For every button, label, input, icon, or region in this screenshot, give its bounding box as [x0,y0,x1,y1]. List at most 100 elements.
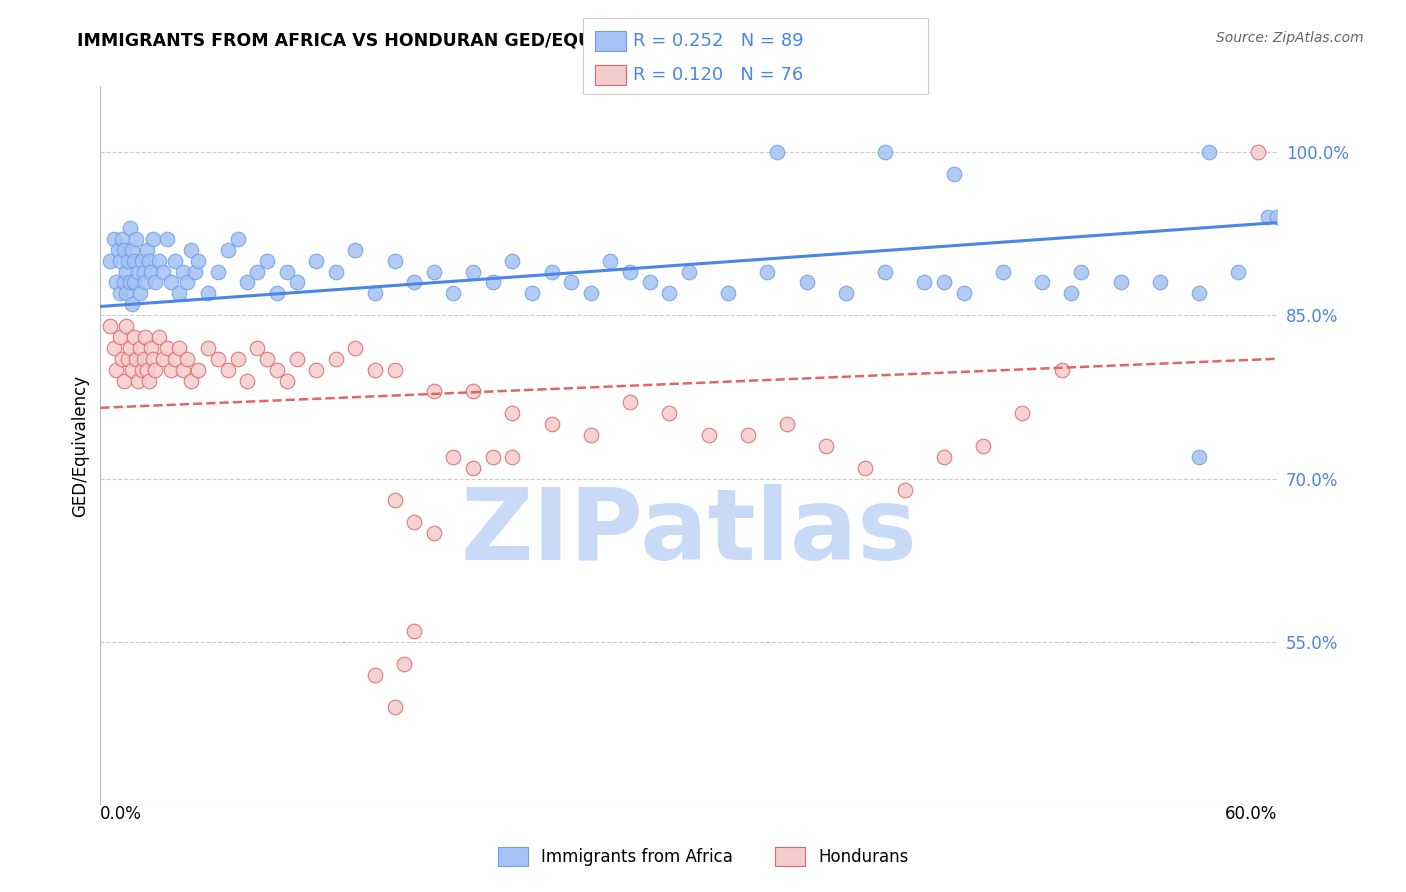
Point [443,286,465,301]
Point [461,264,484,278]
Point [148,330,170,344]
Point [207,264,229,278]
Point [1188,286,1211,301]
Point [1227,264,1250,278]
Point [756,264,779,278]
Point [152,351,174,366]
Point [176,351,198,366]
Point [141,264,163,278]
Point [136,362,159,376]
Point [143,276,166,290]
Point [276,374,298,388]
Point [540,417,562,431]
Point [344,243,367,257]
Point [776,417,799,431]
Point [183,264,205,278]
Point [236,276,259,290]
Point [131,253,153,268]
Point [285,351,308,366]
Point [176,276,198,290]
Point [112,243,135,257]
Point [108,286,131,301]
Point [108,330,131,344]
Point [325,351,347,366]
Point [98,253,121,268]
Point [579,286,602,301]
Point [172,362,194,376]
Point [404,515,426,529]
Point [384,493,406,508]
Y-axis label: GED/Equivalency: GED/Equivalency [72,375,89,517]
Point [103,341,125,355]
Point [384,253,406,268]
Point [112,276,135,290]
Point [266,286,288,301]
Point [599,253,621,268]
Point [423,264,446,278]
Point [1149,276,1171,290]
Point [217,243,239,257]
Point [835,286,858,301]
Point [912,276,935,290]
Point [142,351,165,366]
Point [678,264,700,278]
Point [134,276,156,290]
Point [1267,210,1289,224]
Point [942,167,965,181]
Point [136,243,159,257]
Point [384,362,406,376]
Point [481,450,503,464]
Point [111,232,134,246]
Point [115,319,138,334]
Point [127,264,149,278]
Text: Source: ZipAtlas.com: Source: ZipAtlas.com [1216,31,1364,45]
Point [117,253,139,268]
Point [796,276,818,290]
Point [305,362,328,376]
Point [766,145,789,159]
Point [461,384,484,399]
Point [141,341,163,355]
Point [180,243,202,257]
Point [404,624,426,639]
Point [121,243,143,257]
Point [121,362,143,376]
Point [991,264,1014,278]
Text: 0.0%: 0.0% [100,805,142,823]
Point [132,264,155,278]
Point [115,264,138,278]
Point [163,351,186,366]
Point [236,374,259,388]
Point [128,286,150,301]
Point [256,253,278,268]
Point [325,264,347,278]
Point [619,395,641,409]
Point [124,232,146,246]
Point [658,286,681,301]
Point [131,362,153,376]
Point [364,667,387,681]
Point [121,297,143,311]
Point [156,341,179,355]
Point [1070,264,1092,278]
Point [1257,210,1279,224]
Point [1060,286,1083,301]
Point [364,286,387,301]
Point [108,253,131,268]
Point [619,264,641,278]
Point [501,406,523,420]
Point [103,232,125,246]
Point [875,264,897,278]
Text: R = 0.252   N = 89: R = 0.252 N = 89 [633,32,803,50]
Point [152,264,174,278]
Point [98,319,121,334]
Point [875,145,897,159]
Point [160,276,183,290]
Point [1031,276,1053,290]
Point [658,406,681,420]
Point [226,351,249,366]
Point [112,374,135,388]
Point [443,450,465,464]
Point [142,232,165,246]
Point [461,460,484,475]
